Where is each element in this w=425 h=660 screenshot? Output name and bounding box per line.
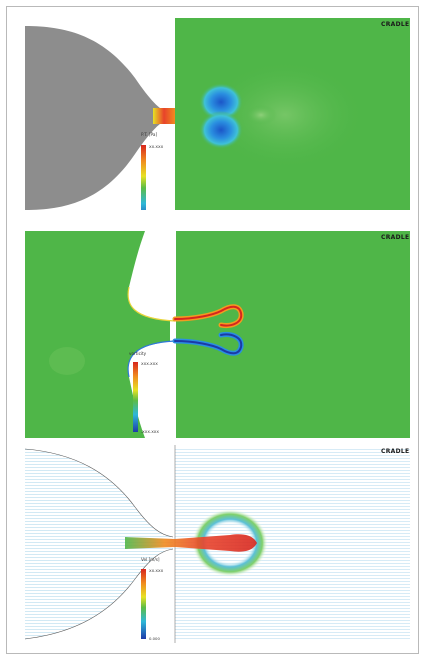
colorbar-min-label: 0.000 <box>149 636 160 641</box>
low-pressure-lobe-upper <box>199 83 243 121</box>
nozzle-vectors <box>25 449 173 639</box>
cradle-logo: CRADLE <box>381 21 409 28</box>
jet-tip-glow <box>245 105 277 125</box>
colorbar <box>141 145 146 210</box>
colorbar-title: vorticity <box>129 351 147 356</box>
colorbar-title: P.T. [Pa] <box>141 132 157 137</box>
shear-layer-lower <box>127 340 176 378</box>
colorbar <box>141 569 146 639</box>
upstream-blob <box>49 347 85 375</box>
colorbar-max-label: XXX.XXX <box>141 361 158 366</box>
vorticity-plot: vorticity XXX.XXX -XXX.XXX CRADLE <box>25 231 410 438</box>
shear-layer-upper <box>127 286 176 322</box>
cradle-logo: CRADLE <box>381 234 409 241</box>
nozzle-body <box>25 26 167 210</box>
velocity-panel: Vel [m/s] XX.XXX 0.000 CRADLE <box>25 445 410 643</box>
low-pressure-lobe-lower <box>199 111 243 149</box>
jet-core <box>125 534 257 552</box>
vortex-lower-core <box>174 333 243 355</box>
nozzle-wall-upper <box>25 448 174 538</box>
pressure-halo <box>205 60 365 170</box>
wall-gap <box>170 231 176 438</box>
orifice-region <box>153 108 175 124</box>
nozzle-wall-lower <box>25 548 174 640</box>
colorbar-title: Vel [m/s] <box>141 557 160 562</box>
pressure-plot: P.T. [Pa] XX.XXX CRADLE <box>25 18 410 210</box>
cradle-logo: CRADLE <box>381 448 409 455</box>
colorbar-max-label: XX.XXX <box>149 144 164 149</box>
colorbar-max-label: XX.XXX <box>149 568 164 573</box>
colorbar <box>133 362 138 432</box>
vorticity-panel: vorticity XXX.XXX -XXX.XXX CRADLE <box>25 231 410 438</box>
pressure-panel: P.T. [Pa] XX.XXX CRADLE <box>25 18 410 210</box>
velocity-plot: Vel [m/s] XX.XXX 0.000 CRADLE <box>25 445 410 643</box>
vortex-upper-core <box>174 305 243 327</box>
nozzle-interior <box>25 231 175 438</box>
colorbar-min-label: -XXX.XXX <box>141 429 159 434</box>
